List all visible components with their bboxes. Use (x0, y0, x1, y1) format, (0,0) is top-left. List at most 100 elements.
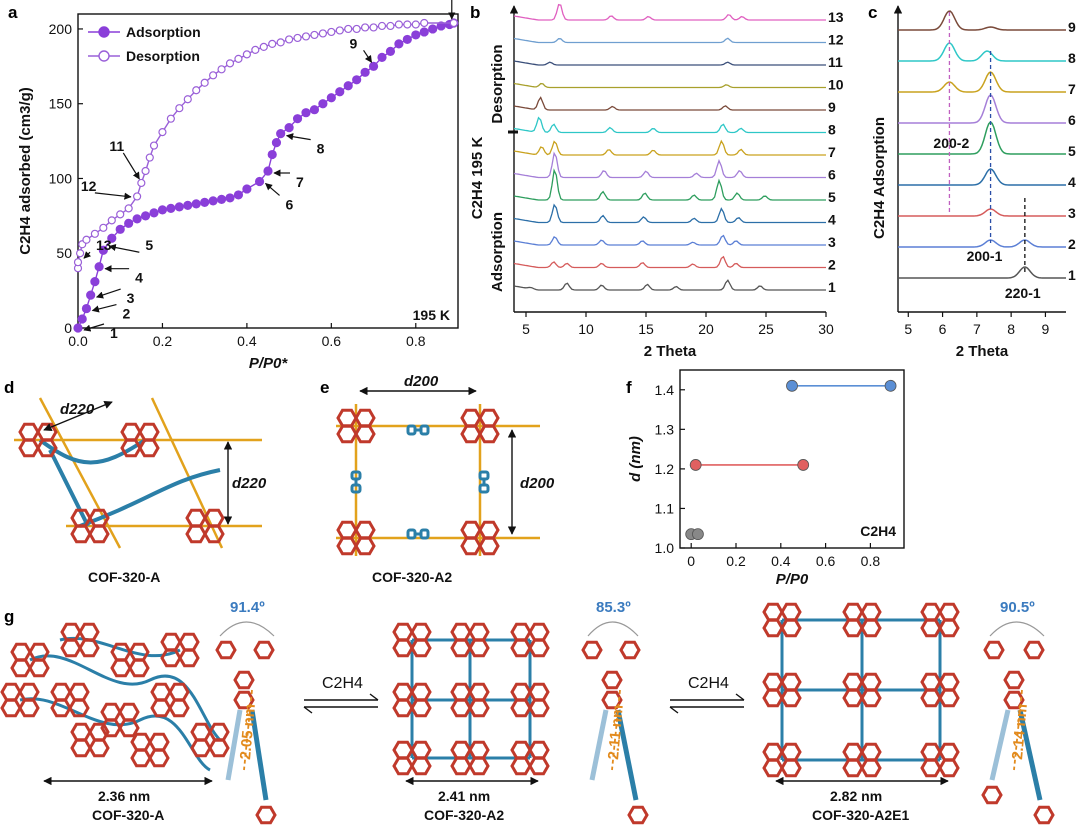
data-point-adsorption (428, 24, 438, 34)
pattern-label: 10 (828, 77, 844, 93)
data-point-adsorption (385, 46, 396, 56)
arrow-label-2: C2H4 (688, 675, 729, 692)
x-tick-label: 0.0 (68, 333, 88, 349)
data-point-adsorption (216, 194, 227, 205)
data-point-desorption (352, 24, 361, 34)
data-point-adsorption (318, 99, 328, 109)
pattern-label: 7 (1068, 81, 1076, 97)
data-point-adsorption (115, 224, 125, 234)
data-point-desorption (242, 50, 251, 59)
data-point-desorption (449, 18, 458, 28)
pattern-12 (513, 37, 826, 44)
annotation-220-1: 220-1 (1005, 285, 1041, 301)
data-point-desorption (137, 178, 146, 188)
x-tick-label: 7 (973, 321, 981, 337)
linker-chain (38, 438, 221, 528)
data-point-adsorption (149, 208, 159, 218)
width-label-3: 2.82 nm (830, 788, 882, 804)
pattern-label: 12 (828, 32, 844, 48)
data-point-adsorption (86, 290, 96, 300)
monomer-1: 91.4º 2.05 nm (215, 599, 277, 825)
pattern-label: 6 (828, 167, 836, 183)
pattern-13 (513, 3, 826, 21)
data-point-desorption (386, 21, 395, 31)
annotation-200-2: 200-2 (933, 135, 969, 151)
x-tick-label: 5 (904, 321, 912, 337)
data-point-adsorption (360, 67, 370, 77)
length-label-2: 2.11 nm (605, 704, 627, 760)
d220-label-right: d220 (232, 475, 267, 492)
x-axis-label: P/P0 (776, 571, 809, 588)
data-point-desorption (411, 20, 420, 29)
pattern-label: 5 (1068, 143, 1076, 159)
pattern-1 (513, 279, 826, 291)
data-point-adsorption (233, 190, 244, 200)
data-point-desorption (369, 23, 378, 32)
point-label: 4 (135, 270, 143, 286)
data-point-desorption (403, 20, 412, 29)
y-tick-label: 1.1 (655, 500, 675, 516)
data-point-desorption (124, 204, 133, 213)
data-point-desorption (310, 30, 319, 40)
pattern-3 (898, 208, 1066, 217)
d-spacing-chart: 0 0.2 0.4 0.6 0.8 1.0 1.1 1.2 1.3 1.4 P/P0 d (nm) C2… (627, 369, 905, 588)
data-point-adsorption (183, 200, 193, 210)
data-point-desorption (82, 235, 91, 244)
data-point-desorption (166, 114, 175, 123)
data-point-adsorption (242, 184, 252, 194)
data-point-desorption (420, 18, 429, 28)
x-tick-label: 8 (1007, 321, 1015, 337)
data-point-desorption (327, 27, 336, 37)
x-tick-label: 5 (522, 321, 530, 337)
data-point-adsorption (343, 81, 353, 91)
data-point-adsorption (402, 34, 412, 45)
data-point-desorption (200, 78, 209, 87)
data-point-desorption (76, 249, 85, 258)
data-point-desorption (158, 128, 167, 137)
data-point-adsorption (271, 137, 282, 148)
pattern-label: 13 (828, 9, 844, 25)
x-tick-label: 0.8 (406, 333, 426, 349)
data-point-desorption (116, 210, 125, 219)
panel-label-b: b (470, 3, 480, 22)
y-axis-label: C2H4 adsorbed (cm3/g) (17, 87, 34, 255)
width-label-2: 2.41 nm (438, 788, 490, 804)
point-label: 12 (81, 178, 97, 194)
x-tick-label: 20 (698, 321, 714, 337)
pxrd-zoom-chart: 5 6 7 8 9 2 Theta C2H4 Adsorption 1 2 3 4 5 6 7 8 9 200-… (871, 5, 1076, 360)
data-point-desorption (145, 153, 154, 162)
gas-label: C2H4 (860, 523, 896, 539)
x-tick-label: 25 (758, 321, 774, 337)
pattern-4 (898, 168, 1066, 186)
pattern-label: 4 (828, 212, 836, 228)
length-label-1: 2.05 nm (237, 703, 259, 760)
y-tick-label: 100 (49, 170, 73, 186)
data-point-desorption (175, 104, 184, 113)
pattern-4 (513, 203, 826, 224)
data-point-desorption (107, 216, 116, 225)
pattern-label: 1 (828, 279, 836, 295)
x-tick-label: 10 (578, 321, 594, 337)
pattern-label: 1 (1068, 267, 1076, 283)
pattern-8 (898, 42, 1066, 62)
data-point-adsorption (77, 314, 87, 324)
cof-320-a-network (19, 636, 222, 772)
panel-label-a: a (8, 3, 18, 22)
data-point-desorption (301, 32, 311, 41)
pattern-label: 4 (1068, 174, 1076, 190)
equilibrium-arrow-1: C2H4 (303, 675, 379, 714)
data-point-desorption (259, 42, 268, 51)
pattern-2 (513, 255, 826, 269)
cof-320-a-lattice-diagram: d220 d220 COF-320-A (14, 397, 267, 585)
panel-label-f: f (626, 378, 632, 397)
data-point-adsorption (157, 205, 168, 215)
x-tick-label: 0.6 (816, 553, 836, 569)
x-axis-label: P/P0* (249, 355, 289, 372)
y-axis-label: C2H4 195 K (469, 137, 486, 220)
data-point-adsorption (292, 114, 303, 124)
point-label: 5 (145, 237, 153, 253)
data-point-desorption (141, 166, 150, 176)
x-axis-label: 2 Theta (956, 343, 1009, 360)
x-tick-label: 30 (818, 321, 834, 337)
